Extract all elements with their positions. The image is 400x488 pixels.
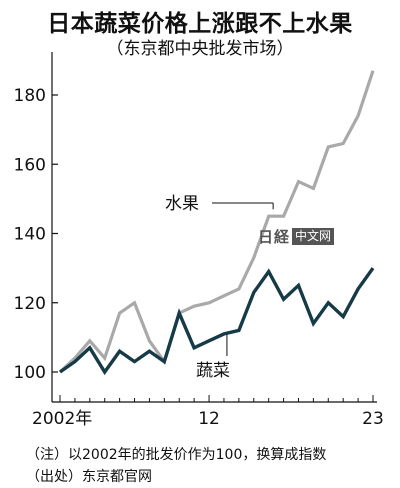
chart-axes: 100 120 140 160 180 2002年 12 23 — [14, 52, 384, 429]
y-tick-label: 140 — [14, 225, 46, 245]
y-tick-label: 180 — [14, 86, 46, 106]
series-line-vegetable — [59, 267, 375, 376]
chart-subtitle: （东京都中央批发市场） — [106, 39, 294, 59]
x-tick-label: 23 — [362, 409, 384, 429]
footnote-source: （出处）东京都官网 — [26, 469, 152, 485]
watermark-logo: 日経 — [258, 227, 291, 246]
y-tick-label: 100 — [14, 363, 46, 383]
chart-title: 日本蔬菜价格上涨跟不上水果 — [47, 11, 353, 37]
x-tick-label: 12 — [198, 409, 220, 429]
y-tick-label: 160 — [14, 155, 46, 175]
watermark-box: 中文网 — [292, 227, 335, 245]
y-tick-label: 120 — [14, 294, 46, 314]
series-line-fruit — [58, 70, 375, 374]
series-label-vegetable: 蔬菜 — [196, 361, 230, 381]
x-tick-label: 2002年 — [32, 409, 92, 429]
chart-series — [58, 70, 375, 376]
watermark: 日経 中文网 — [258, 227, 335, 246]
series-label-fruit: 水果 — [165, 194, 199, 214]
footnote-note: （注）以2002年的批发价作为100，换算成指数 — [26, 447, 327, 463]
